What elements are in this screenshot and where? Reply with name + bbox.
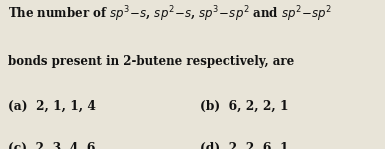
Text: bonds present in 2-butene respectively, are: bonds present in 2-butene respectively, … xyxy=(8,55,294,68)
Text: (b)  6, 2, 2, 1: (b) 6, 2, 2, 1 xyxy=(200,100,289,113)
Text: (d)  2, 2, 6, 1: (d) 2, 2, 6, 1 xyxy=(200,142,289,149)
Text: (a)  2, 1, 1, 4: (a) 2, 1, 1, 4 xyxy=(8,100,95,113)
Text: (c)  2, 3, 4, 6: (c) 2, 3, 4, 6 xyxy=(8,142,95,149)
Text: The number of $sp^3\!-\!s$, $sp^2\!-\!s$, $sp^3\!-\!sp^2$ and $sp^2\!-\!sp^2$: The number of $sp^3\!-\!s$, $sp^2\!-\!s$… xyxy=(8,4,332,24)
